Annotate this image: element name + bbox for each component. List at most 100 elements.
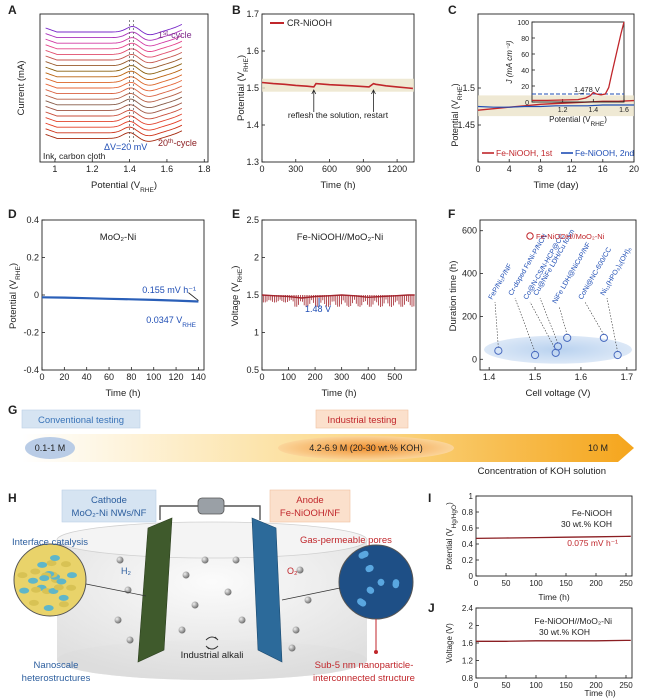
y-axis-label: Voltage (VRHE): [230, 266, 244, 327]
y-tick-label: 1.5: [246, 290, 259, 300]
x-tick-label: 1.8: [198, 164, 211, 174]
panel-label: A: [8, 3, 17, 17]
nanoparticle: [362, 550, 369, 558]
inset-x-label: Potential (VRHE): [549, 115, 607, 128]
x-tick-label: 16: [598, 164, 608, 174]
x-tick-label: 1.2: [558, 107, 568, 114]
y-tick-label: 0: [472, 354, 477, 364]
y-tick-label: 2.5: [246, 215, 259, 225]
xl-sub: RHE: [140, 187, 154, 194]
x-tick-label: 140: [191, 372, 206, 382]
data-point: [494, 346, 503, 355]
y-tick-label: 1: [469, 492, 474, 501]
sub5-label-2: interconnected structure: [313, 673, 415, 684]
gas-bubble: [114, 616, 122, 624]
value-label: 1.48 V: [305, 304, 331, 314]
cycle-curve: [45, 29, 183, 41]
y-tick-label: 1.6: [462, 639, 474, 648]
nanorod: [31, 586, 42, 593]
rate-label: 0.155 mV h⁻¹: [142, 285, 196, 295]
cathode-box: [61, 489, 157, 523]
x-tick-label: 150: [559, 579, 573, 588]
series-line: [261, 81, 413, 90]
chart-I: 0 50 100 150 200 250 0 0.2 0.4 0.6 0.8 1 Fe-NiOOH30 …: [445, 492, 633, 602]
y-tick-label: 0.5: [246, 365, 259, 375]
panel-h: H Cathode MoO₂-Ni NWs/NF Anode Fe-NiOOH/NF In…: [8, 489, 415, 684]
x-tick-label: 900: [356, 164, 371, 174]
cycle-curve: [45, 113, 183, 125]
first-end: -cycle: [168, 30, 192, 40]
y-tick-label: 1: [254, 328, 259, 338]
pointer-dot: [374, 650, 378, 654]
last-end: -cycle: [173, 138, 197, 148]
cathode-electrode: [137, 517, 173, 663]
leader-line: [558, 305, 568, 335]
y-tick-label: 400: [462, 269, 477, 279]
cycle-curve: [45, 85, 183, 97]
interface-label: Interface catalysis: [12, 537, 88, 548]
y-tick-label: 40: [521, 68, 529, 75]
y-axis-label: Potential (VRHE): [8, 263, 22, 329]
cycle-curve: [45, 68, 183, 81]
legend-line-1: Fe-NiOOH: [572, 508, 612, 518]
first-cycle-label: 1st-cycle: [158, 30, 192, 41]
y-tick-label: 0: [34, 290, 39, 300]
y-tick-label: 20: [521, 84, 529, 91]
nanorod: [49, 555, 60, 562]
gas-bubble: [224, 588, 232, 596]
x-axis-label: Time (h): [105, 388, 140, 399]
y-tick-label: 600: [462, 226, 477, 236]
zoom-line: [281, 587, 341, 601]
nanoparticle: [366, 586, 374, 594]
x-tick-label: 20: [59, 372, 69, 382]
gas-bubble: [288, 644, 296, 652]
series-line: [475, 535, 631, 540]
y-tick-label: 1.5: [462, 83, 475, 93]
y-tick-label: -0.2: [23, 328, 39, 338]
x-tick-label: 100: [281, 372, 296, 382]
x-tick-label: 0: [39, 372, 44, 382]
stir-icon: [205, 636, 219, 650]
ixl-sub: RHE: [590, 121, 604, 128]
yl-main: Voltage (V: [230, 282, 241, 326]
y-tick-label: 1.4: [246, 120, 259, 130]
yl-sub: RHE: [243, 58, 250, 72]
data-point: [530, 350, 540, 360]
plot-frame: [531, 21, 625, 103]
cycle-curve: [45, 102, 183, 114]
x-axis-label: Time (day): [533, 180, 578, 191]
x-tick-label: 100: [529, 579, 543, 588]
data-point: [553, 342, 563, 351]
nanorod: [28, 599, 39, 606]
yl-sub: RHE: [237, 268, 244, 282]
x-tick-label: 200: [589, 681, 603, 690]
x-tick-label: 1.5: [529, 372, 542, 382]
leader-line: [514, 297, 536, 353]
y-axis-label: Duration time (h): [448, 261, 459, 332]
yl-main: Potential (V: [8, 279, 19, 329]
y-tick-label: 100: [517, 20, 529, 27]
zoom-line: [85, 583, 147, 597]
nanorod: [46, 560, 57, 567]
last-num: 20: [158, 138, 168, 148]
nanorod: [66, 584, 77, 591]
nanorod: [39, 575, 50, 582]
panel-label: E: [232, 207, 240, 221]
x-tick-label: 8: [538, 164, 543, 174]
y-tick-label: 0.8: [462, 508, 474, 517]
panel-label: I: [428, 491, 431, 505]
low-conc-blob: [25, 437, 75, 459]
x-tick-label: 1.6: [575, 372, 588, 382]
cycle-curve: [45, 57, 183, 69]
delta-v-label: ΔV=20 mV: [104, 142, 147, 152]
inset-value-label: 1.478 V: [574, 85, 600, 94]
y-tick-label: 0.2: [26, 253, 39, 263]
x-tick-label: 20: [629, 164, 639, 174]
nano-label-1: Nanoscale: [34, 660, 79, 671]
high-conc-label: 10 M: [588, 443, 608, 453]
annotation-arrow: [188, 292, 199, 301]
y-tick-label: 2.4: [462, 604, 474, 613]
y-tick-label: 60: [521, 52, 529, 59]
yl-end: ): [8, 263, 19, 266]
x-axis-label: Time (h): [320, 180, 355, 191]
